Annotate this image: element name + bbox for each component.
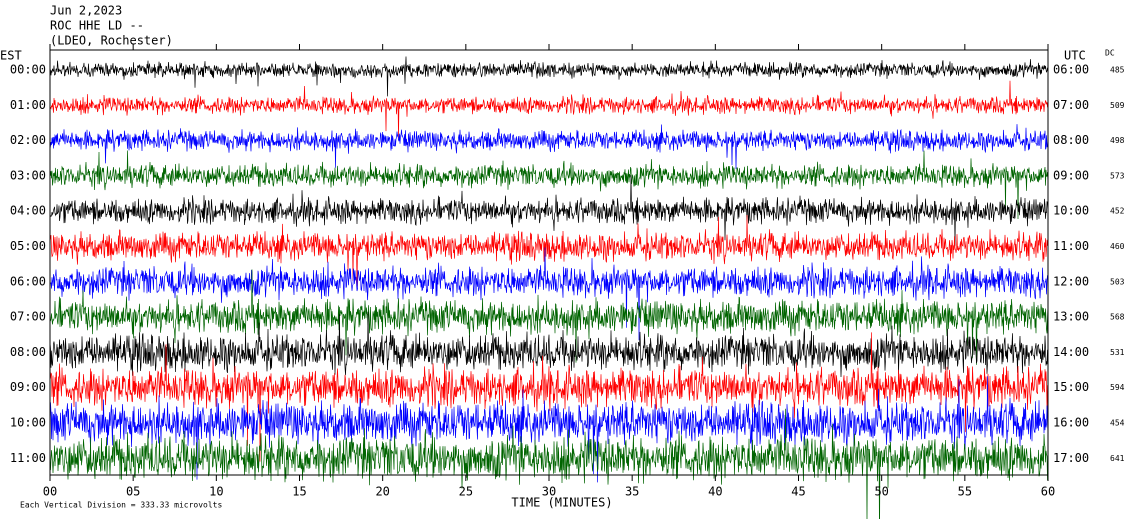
est-label: EST xyxy=(0,49,22,63)
utc-label: 11:00 xyxy=(1053,239,1089,253)
utc-label: 16:00 xyxy=(1053,416,1089,430)
trace xyxy=(49,214,1049,287)
trace xyxy=(49,56,1049,97)
est-label: 05:00 xyxy=(10,239,46,253)
trace xyxy=(49,332,1049,462)
est-label: 03:00 xyxy=(10,168,46,182)
x-tick-label: 10 xyxy=(209,485,223,499)
x-tick-label: 50 xyxy=(874,485,888,499)
trace xyxy=(49,311,1049,378)
x-tick-label: 35 xyxy=(625,485,639,499)
footer: Each Vertical Division = 333.33 microvol… xyxy=(20,501,222,510)
trace xyxy=(49,175,1049,246)
est-label: 09:00 xyxy=(10,380,46,394)
utc-label: UTC xyxy=(1064,49,1086,63)
dc-label: DC xyxy=(1105,49,1115,58)
x-tick-label: 00 xyxy=(43,485,57,499)
utc-label: 07:00 xyxy=(1053,98,1089,112)
x-tick-label: 25 xyxy=(459,485,473,499)
dc-value: 498 xyxy=(1110,136,1125,145)
x-tick-label: 30 xyxy=(542,485,556,499)
est-label: 10:00 xyxy=(10,416,46,430)
est-label: 02:00 xyxy=(10,133,46,147)
est-label: 07:00 xyxy=(10,310,46,324)
est-label: 06:00 xyxy=(10,274,46,288)
trace xyxy=(49,376,1049,483)
utc-label: 09:00 xyxy=(1053,168,1089,182)
est-label: 11:00 xyxy=(10,451,46,465)
x-label: TIME (MINUTES) xyxy=(511,496,612,510)
trace xyxy=(49,269,1049,365)
dc-value: 573 xyxy=(1110,171,1125,180)
est-label: 01:00 xyxy=(10,98,46,112)
utc-label: 14:00 xyxy=(1053,345,1089,359)
x-tick-label: 15 xyxy=(292,485,306,499)
dc-value: 460 xyxy=(1110,242,1125,251)
dc-value: 594 xyxy=(1110,383,1125,392)
est-label: 08:00 xyxy=(10,345,46,359)
utc-label: 10:00 xyxy=(1053,204,1089,218)
trace xyxy=(49,124,1049,170)
x-tick-label: 45 xyxy=(791,485,805,499)
dc-value: 454 xyxy=(1110,419,1125,428)
dc-value: 503 xyxy=(1110,277,1125,286)
dc-value: 509 xyxy=(1110,101,1125,110)
trace xyxy=(49,80,1049,139)
est-label: 04:00 xyxy=(10,204,46,218)
x-tick-label: 60 xyxy=(1041,485,1055,499)
utc-label: 13:00 xyxy=(1053,310,1089,324)
x-tick-label: 40 xyxy=(708,485,722,499)
date: Jun 2,2023 xyxy=(50,4,122,18)
trace xyxy=(49,247,1049,341)
est-label: 00:00 xyxy=(10,63,46,77)
dc-value: 641 xyxy=(1110,454,1125,463)
utc-label: 06:00 xyxy=(1053,63,1089,77)
utc-label: 12:00 xyxy=(1053,274,1089,288)
utc-label: 17:00 xyxy=(1053,451,1089,465)
utc-label: 15:00 xyxy=(1053,380,1089,394)
x-tick-label: 05 xyxy=(126,485,140,499)
dc-value: 568 xyxy=(1110,313,1125,322)
x-tick-label: 20 xyxy=(375,485,389,499)
x-tick-label: 55 xyxy=(958,485,972,499)
dc-value: 452 xyxy=(1110,207,1125,216)
location: (LDEO, Rochester) xyxy=(50,34,173,48)
utc-label: 08:00 xyxy=(1053,133,1089,147)
station: ROC HHE LD -- xyxy=(50,19,144,33)
dc-value: 485 xyxy=(1110,66,1125,75)
trace xyxy=(49,150,1049,220)
dc-value: 531 xyxy=(1110,348,1125,357)
